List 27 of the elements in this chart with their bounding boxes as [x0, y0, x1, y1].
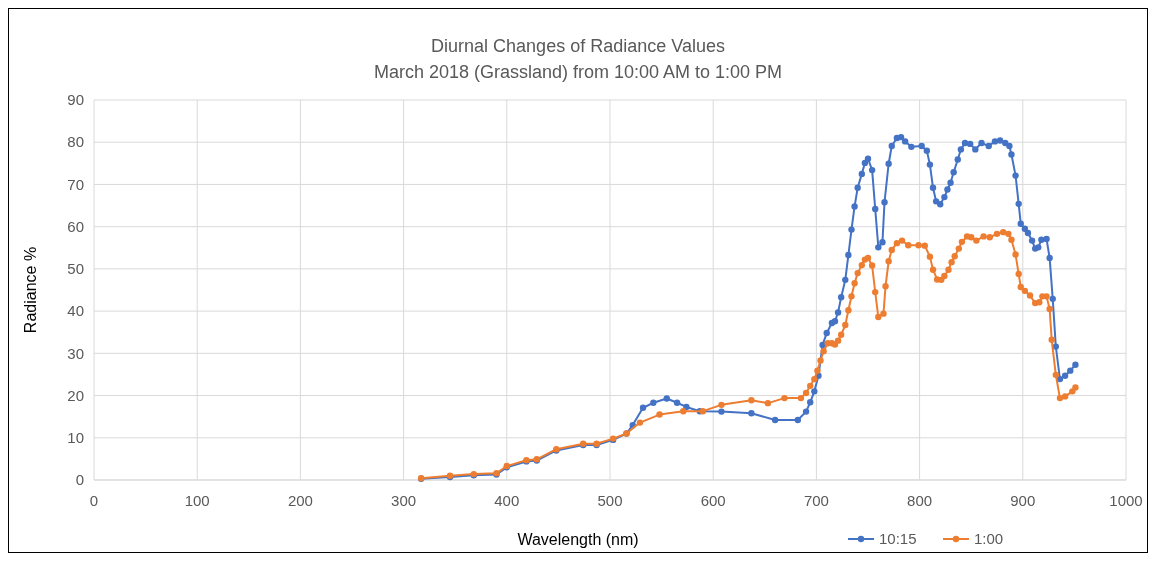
x-tick-label: 800 [907, 492, 933, 509]
x-tick-label: 100 [184, 492, 210, 509]
y-tick-label: 70 [67, 175, 84, 193]
x-tick-label: 500 [597, 492, 623, 509]
y-tick-label: 80 [67, 133, 84, 151]
y-tick-label: 90 [67, 91, 84, 109]
y-tick-label: 60 [67, 217, 84, 235]
y-tick-label: 40 [67, 302, 84, 320]
x-tick-label: 700 [803, 492, 829, 509]
chart-title: Diurnal Changes of Radiance Values [431, 36, 725, 56]
x-tick-label: 300 [391, 492, 417, 509]
x-tick-label: 200 [287, 492, 313, 509]
legend-label: 1:00 [974, 530, 1004, 548]
y-tick-label: 0 [75, 471, 84, 489]
y-tick-label: 30 [67, 344, 84, 362]
y-tick-label: 10 [67, 429, 84, 447]
y-tick-label: 20 [67, 386, 84, 404]
y-axis-title: Radiance % [22, 246, 39, 334]
x-tick-label: 0 [89, 492, 99, 509]
x-tick-label: 600 [700, 492, 726, 509]
x-axis-title: Wavelength (nm) [517, 531, 639, 548]
x-tick-label: 400 [494, 492, 520, 509]
chart-subtitle: March 2018 (Grassland) from 10:00 AM to 1:00 PM [373, 62, 783, 82]
x-tick-label: 900 [1010, 492, 1036, 509]
x-tick-label: 1000 [1109, 492, 1143, 509]
legend-label: 10:15 [879, 530, 917, 548]
y-tick-label: 50 [67, 260, 84, 278]
